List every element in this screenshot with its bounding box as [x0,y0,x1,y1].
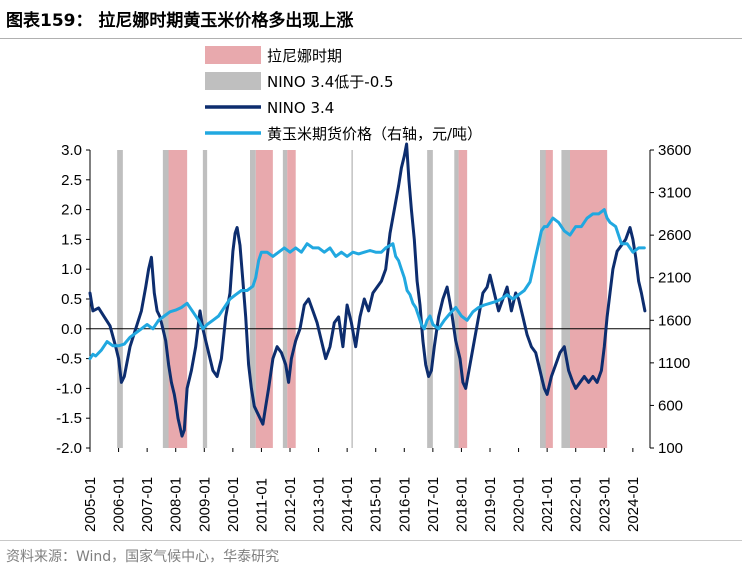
left-tick-label-7: 1.5 [61,231,82,248]
nino-below-band-6 [427,150,433,448]
la-nina-band-1 [255,150,273,448]
nino-below-band-4 [282,150,288,448]
left-tick-label-0: -2.0 [56,440,82,457]
nino-below-band-3 [250,150,256,448]
left-tick-label-4: 0.0 [61,321,82,338]
left-tick-label-9: 2.5 [61,172,82,189]
nino-below-band-8 [540,150,546,448]
right-tick-label-2: 1100 [658,355,690,372]
la-nina-band-4 [544,150,553,448]
right-tick-label-6: 3100 [658,185,691,202]
la-nina-band-5 [570,150,608,448]
legend: 拉尼娜时期 NINO 3.4低于-0.5 NINO 3.4 黄玉米期货价格（右轴，元/… [205,46,482,143]
corn-price-series-line [88,208,646,361]
legend-swatch-1 [205,72,261,90]
legend-swatch-0 [205,46,261,64]
la-nina-band-0 [167,150,188,448]
left-tick-label-2: -1.0 [56,380,82,397]
x-tick-label-0: 2005-01 [82,477,99,532]
source-divider [0,540,742,541]
right-tick-label-3: 1600 [658,312,691,329]
x-tick-label-2: 2007-01 [139,477,156,532]
source-note: 资料来源：Wind，国家气候中心，华泰研究 [6,549,280,565]
x-tick-label-18: 2023-01 [596,477,613,532]
series-lines [88,142,647,438]
nino-series-line [88,142,647,438]
x-tick-label-14: 2019-01 [482,477,499,532]
left-tick-label-6: 1.0 [61,261,82,278]
x-tick-label-15: 2020-01 [511,477,528,532]
right-tick-label-1: 600 [658,397,683,414]
x-tick-label-7: 2012-01 [282,477,299,532]
right-tick-label-7: 3600 [658,142,691,159]
legend-label-3: 黄玉米期货价格（右轴，元/吨） [267,125,482,143]
x-tick-label-17: 2022-01 [568,477,585,532]
x-tick-label-5: 2010-01 [225,477,242,532]
nino-below-band-2 [202,150,208,448]
title-divider [0,38,742,39]
left-tick-label-3: -0.5 [56,351,82,368]
x-tick-label-1: 2006-01 [111,477,128,532]
la-nina-band-3 [458,150,468,448]
x-tick-label-9: 2014-01 [339,477,356,532]
x-tick-label-19: 2024-01 [625,477,642,532]
x-tick-label-10: 2015-01 [368,477,385,532]
legend-label-1: NINO 3.4低于-0.5 [267,73,394,91]
x-tick-label-4: 2009-01 [196,477,213,532]
x-tick-label-11: 2016-01 [396,477,413,532]
right-tick-label-4: 2100 [658,270,691,287]
nino-below-band-5 [351,150,353,448]
axes: -2.0 -1.5 -1.0 -0.5 0.0 0.5 1.0 1.5 2.0 2.5 3.0 100… [56,142,691,532]
nino-below-band-9 [561,150,570,448]
nino-below-band-7 [454,150,459,448]
left-tick-label-1: -1.5 [56,410,82,427]
x-tick-label-12: 2017-01 [425,477,442,532]
right-tick-label-0: 100 [658,440,683,457]
chart-title: 图表159： 拉尼娜时期黄玉米价格多出现上涨 [6,11,354,31]
left-tick-label-8: 2.0 [61,202,82,219]
x-tick-label-13: 2018-01 [453,477,470,532]
x-tick-label-16: 2021-01 [539,477,556,532]
legend-label-2: NINO 3.4 [267,99,334,117]
shaded-periods [117,150,608,448]
legend-label-0: 拉尼娜时期 [267,47,342,65]
x-tick-label-3: 2008-01 [168,477,185,532]
left-tick-label-10: 3.0 [61,142,82,159]
nino-below-band-1 [162,150,169,448]
x-tick-label-8: 2013-01 [311,477,328,532]
left-tick-label-5: 0.5 [61,291,82,308]
right-tick-label-5: 2600 [658,227,691,244]
la-nina-band-2 [287,150,296,448]
nino-below-band-0 [117,150,123,448]
x-tick-label-6: 2011-01 [253,478,270,532]
